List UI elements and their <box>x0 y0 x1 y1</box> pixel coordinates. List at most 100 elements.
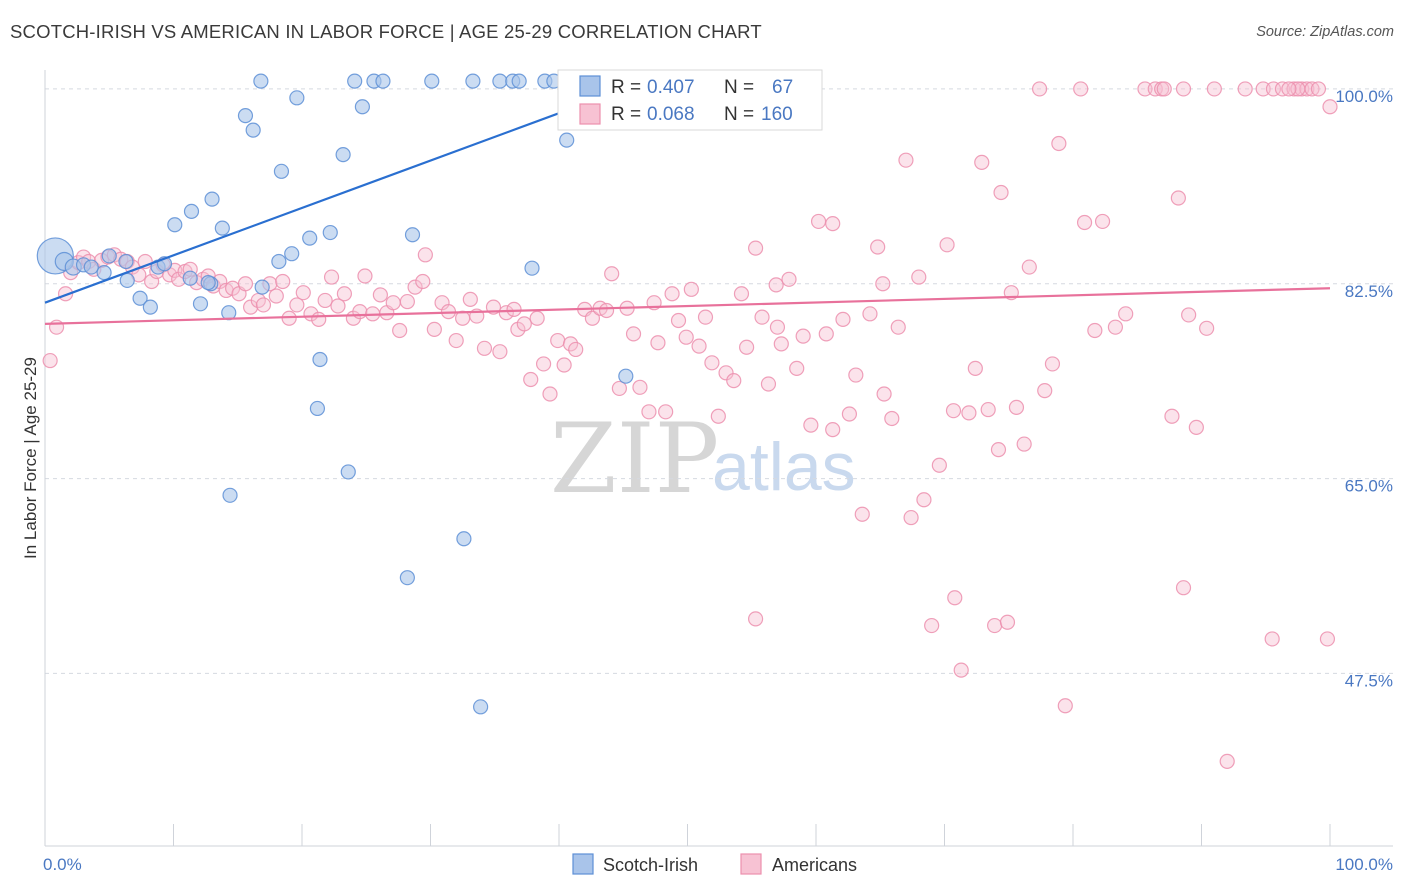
american-point-156 <box>1107 319 1124 335</box>
scotch-irish-point-32 <box>322 224 338 241</box>
american-point-102 <box>710 408 726 424</box>
legend-box <box>557 69 823 131</box>
american-point-157 <box>1118 306 1134 322</box>
american-point-37 <box>268 288 284 304</box>
scotch-irish-point-39 <box>404 227 421 243</box>
american-point-85 <box>598 302 615 319</box>
american-point-129 <box>903 509 919 526</box>
american-point-171 <box>1286 81 1302 97</box>
american-point-106 <box>739 339 755 355</box>
american-point-166 <box>1206 81 1222 97</box>
american-point-52 <box>372 287 388 303</box>
legend-n-value-american: 160 <box>761 104 793 125</box>
american-point-69 <box>492 344 508 360</box>
y-axis-label: In Labor Force | Age 25-29 <box>21 357 40 559</box>
legend-r-value-american: 0.068 <box>647 104 695 125</box>
american-point-105 <box>733 286 750 302</box>
american-point-113 <box>789 360 805 376</box>
scotch-irish-point-56 <box>618 368 634 384</box>
scotch-irish-trend-line <box>44 78 650 304</box>
scotch-irish-point-5 <box>96 265 112 281</box>
american-point-163 <box>1181 307 1197 323</box>
american-point-179 <box>1310 81 1327 97</box>
american-point-119 <box>835 311 851 327</box>
american-point-137 <box>961 405 977 421</box>
scotch-irish-point-14 <box>182 270 198 286</box>
scotch-irish-point-18 <box>204 191 220 207</box>
american-point-47 <box>336 286 353 302</box>
bottom-legend: Scotch-Irish Americans <box>572 853 857 875</box>
american-point-188 <box>990 442 1007 458</box>
american-point-149 <box>1044 356 1061 372</box>
american-point-126 <box>884 410 900 427</box>
american-point-182 <box>748 611 764 627</box>
american-point-98 <box>683 281 699 297</box>
american-point-49 <box>352 303 368 320</box>
american-point-112 <box>781 271 797 287</box>
american-point-125 <box>875 276 891 292</box>
american-point-97 <box>678 329 694 345</box>
american-point-99 <box>691 338 707 354</box>
american-point-145 <box>1016 436 1032 452</box>
y-tick-label-3: 47.5% <box>1345 671 1393 690</box>
american-trend-line <box>44 287 1331 325</box>
legend-r-label-american: R = <box>611 104 641 125</box>
y-tick-label-2: 65.0% <box>1345 477 1393 496</box>
american-point-180 <box>1156 81 1172 97</box>
scotch-irish-point-48 <box>524 260 540 276</box>
american-point-45 <box>323 269 340 285</box>
scotch-irish-point-24 <box>254 279 270 295</box>
american-point-87 <box>611 380 627 397</box>
american-point-44 <box>317 292 333 309</box>
scotch-irish-point-10 <box>142 299 158 315</box>
y-tick-label-1: 82.5% <box>1345 282 1393 301</box>
american-point-133 <box>931 457 947 473</box>
legend-n-label-american: N = <box>724 104 754 125</box>
chart-title: SCOTCH-IRISH VS AMERICAN IN LABOR FORCE … <box>10 21 762 42</box>
american-point-167 <box>1237 81 1253 97</box>
american-point-135 <box>945 403 962 419</box>
scotch-irish-point-31 <box>312 351 328 368</box>
american-point-109 <box>760 376 777 392</box>
american-point-139 <box>974 154 990 171</box>
american-point-142 <box>993 184 1009 201</box>
american-point-71 <box>506 301 522 317</box>
american-point-148 <box>1037 383 1053 399</box>
american-point-183 <box>947 590 963 606</box>
american-point-172 <box>1294 81 1310 97</box>
bottom-legend-swatch-scotch <box>572 853 594 875</box>
scotch-irish-point-22 <box>237 108 254 124</box>
american-point-54 <box>385 295 401 311</box>
american-point-141 <box>987 617 1003 634</box>
american-point-65 <box>462 291 478 307</box>
scotch-irish-point-34 <box>340 464 356 480</box>
american-point-79 <box>556 357 572 373</box>
american-point-70 <box>498 305 514 321</box>
scotch-irish-point-25 <box>271 253 287 270</box>
american-point-91 <box>641 404 657 420</box>
american-point-150 <box>1051 135 1067 152</box>
scotch-irish-point-35 <box>347 73 363 89</box>
american-point-115 <box>803 417 819 433</box>
american-point-144 <box>1008 399 1025 415</box>
american-point-177 <box>1264 631 1280 647</box>
american-point-41 <box>295 285 311 301</box>
american-point-151 <box>1057 698 1073 714</box>
scotch-irish-point-44 <box>473 699 489 715</box>
american-point-191 <box>769 319 786 335</box>
american-point-76 <box>535 356 552 372</box>
legend-n-label-scotch: N = <box>724 77 754 98</box>
bottom-legend-swatch-american <box>740 853 762 875</box>
american-point-75 <box>529 310 545 326</box>
scotch-irish-point-7 <box>118 253 134 270</box>
scotch-irish-point-4 <box>83 259 99 275</box>
legend: R = 0.407 N = 67 R = 0.068 N = 160 <box>557 69 823 131</box>
american-point-155 <box>1094 213 1111 230</box>
american-point-187 <box>876 386 892 402</box>
scotch-irish-point-6 <box>101 248 117 264</box>
american-point-158 <box>1137 81 1153 97</box>
american-point-154 <box>1087 322 1103 339</box>
scotch-irish-point-51 <box>559 132 575 148</box>
scotch-irish-point-45 <box>492 73 508 89</box>
american-point-40 <box>289 297 305 313</box>
